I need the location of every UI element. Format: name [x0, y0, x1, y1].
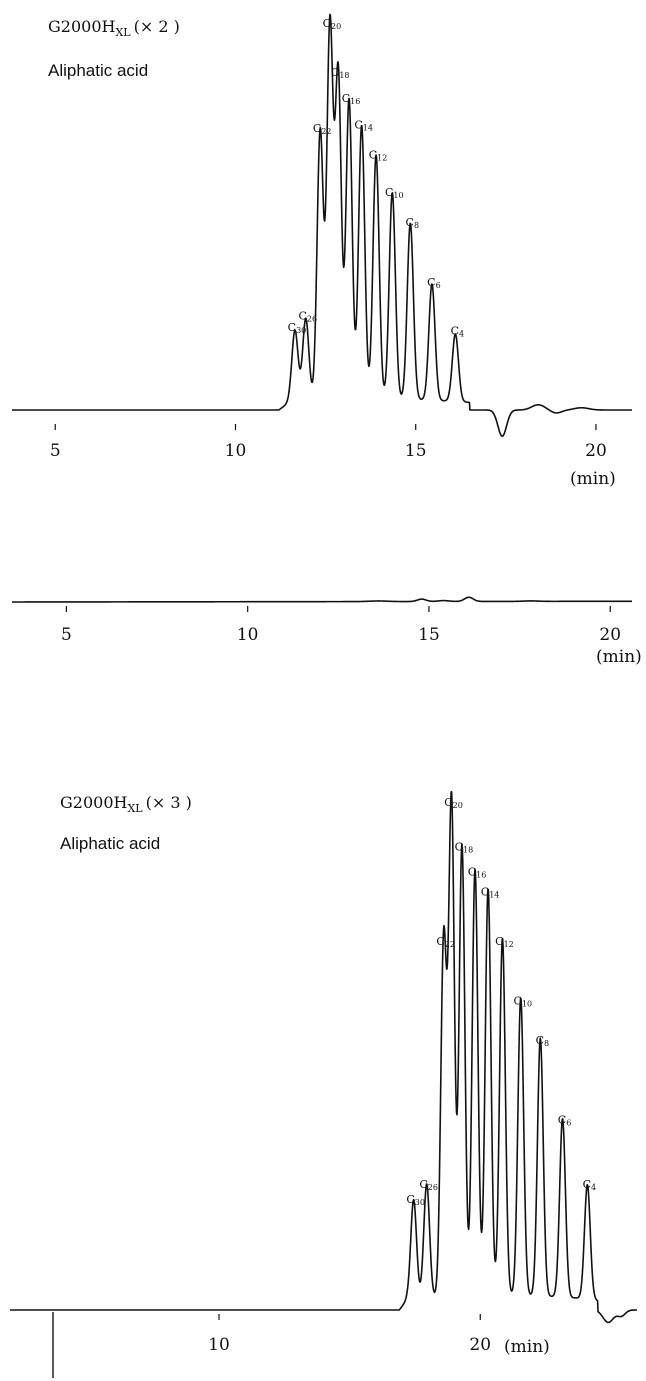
panel-2-tick-label: 15 [418, 625, 440, 645]
panel-1-xlabel: (min) [570, 469, 616, 489]
chromatogram-panel-3: G2000HXL (× 3 ) Aliphatic acid 10 20 C30C2… [9, 791, 638, 1378]
peak-label: C20 [444, 796, 463, 810]
peak-label: C16 [468, 865, 487, 879]
peak-label: C18 [331, 66, 350, 80]
peak-label: C4 [583, 1178, 597, 1192]
peak-label: C22 [313, 122, 332, 136]
peak-label: C8 [536, 1034, 550, 1048]
peak-label: C20 [323, 17, 342, 31]
peak-label: C22 [436, 935, 455, 949]
panel-1-tick-label: 20 [585, 441, 607, 461]
peak-label: C30 [406, 1193, 425, 1207]
panel-2-trace [11, 596, 633, 603]
panel-1-subtitle: Aliphatic acid [48, 61, 148, 80]
peak-label: C6 [427, 276, 441, 290]
panel-2-tick-label: 10 [237, 625, 259, 645]
peak-label: C14 [481, 885, 500, 899]
panel-3-trace [9, 791, 638, 1324]
peak-label: C8 [406, 216, 420, 230]
panel-2-tick-label: 5 [61, 625, 72, 645]
panel-3-tick-label: 20 [469, 1335, 491, 1355]
peak-label: C14 [354, 118, 373, 132]
peak-label: C26 [298, 310, 317, 324]
peak-label: C12 [369, 148, 388, 162]
peak-label: C10 [385, 186, 404, 200]
panel-1-trace [11, 13, 633, 438]
panel-1-tick-label: 10 [225, 441, 247, 461]
peak-label: C30 [288, 321, 307, 335]
panel-3-xlabel: (min) [504, 1337, 550, 1357]
panel-2-xlabel: (min) [596, 647, 642, 667]
peak-label: C10 [513, 994, 532, 1008]
peak-label: C6 [558, 1113, 572, 1127]
panel-1-tick-label: 5 [50, 441, 61, 461]
peak-label: C18 [455, 841, 474, 855]
chromatogram-panel-1: G2000HXL (× 2 ) Aliphatic acid 5 10 15 20 C3… [11, 13, 633, 489]
peak-label: C26 [419, 1178, 438, 1192]
panel-3-title: G2000HXL (× 3 ) [60, 793, 192, 815]
panel-1-tick-label: 15 [405, 441, 427, 461]
chromatogram-panel-2: 5 10 15 20 (min) [11, 596, 642, 667]
panel-2-tick-label: 20 [599, 625, 621, 645]
panel-1-title: G2000HXL (× 2 ) [48, 17, 180, 39]
peak-label: C16 [342, 92, 361, 106]
peak-label: C12 [495, 935, 514, 949]
peak-label: C4 [451, 325, 465, 339]
panel-3-tick-label: 10 [208, 1335, 230, 1355]
panel-3-subtitle: Aliphatic acid [60, 834, 160, 853]
